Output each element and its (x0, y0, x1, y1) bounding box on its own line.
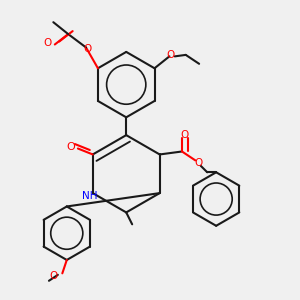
Text: O: O (83, 44, 92, 54)
Text: O: O (43, 38, 52, 48)
Text: O: O (194, 158, 202, 168)
Text: NH: NH (82, 191, 98, 201)
Text: O: O (49, 271, 58, 281)
Text: O: O (181, 130, 189, 140)
Text: O: O (66, 142, 75, 152)
Text: O: O (167, 50, 175, 60)
